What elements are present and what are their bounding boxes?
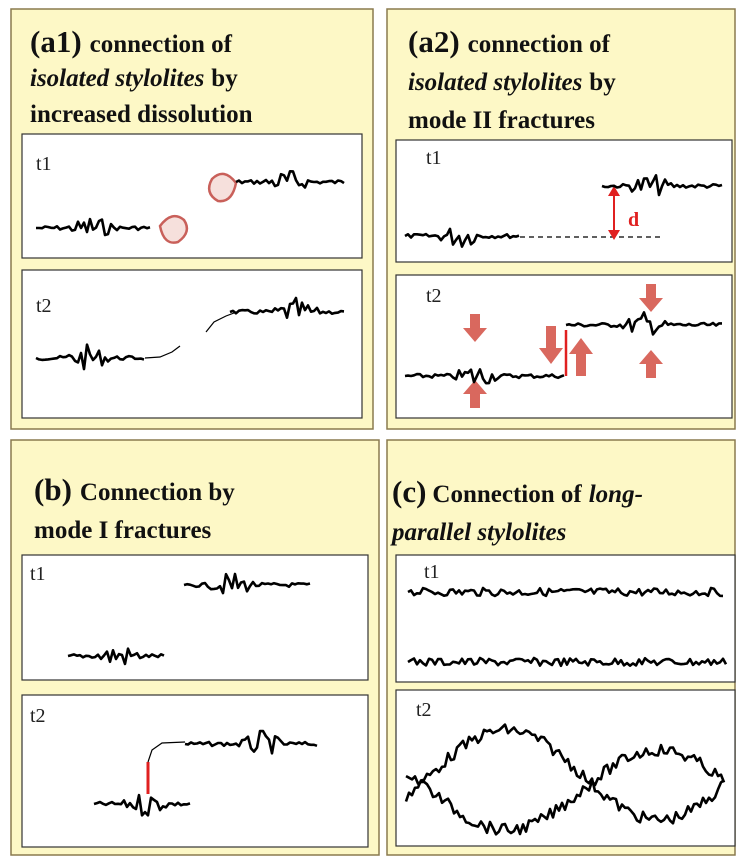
time-label: t2 [426,285,442,307]
title-text: Connection of [432,481,582,508]
time-label: t1 [30,563,46,585]
time-label: t1 [426,147,442,169]
title-text: isolated stylolites [408,69,582,96]
title-text: isolated stylolites [30,65,204,92]
label: (a1) [30,24,82,59]
time-label: t1 [424,561,440,583]
label: (a2) [408,24,460,59]
title-text: increased dissolution [30,101,253,128]
title-text: connection of [468,31,611,58]
title-text: long- [589,481,643,508]
label: (c) [392,474,426,509]
title-text: by [589,69,616,96]
dissolution-zone [160,216,187,243]
title-text: mode I fractures [34,517,212,544]
title-text: Connection by [80,479,235,506]
box-b-t2 [22,695,368,847]
time-label: t1 [36,153,52,175]
title-text: parallel stylolites [390,519,566,546]
title-text: mode II fractures [408,107,595,134]
diagram: (a1)connection of isolated stylolitesby … [0,0,736,856]
time-label: t2 [416,699,432,721]
box-c-t2 [396,690,735,846]
box-a2-t1 [396,140,732,262]
label: (b) [34,472,72,507]
box-a1-t1 [22,134,362,258]
box-a2-t2 [396,275,732,418]
time-label: t2 [36,295,52,317]
offset-label: d [628,209,639,231]
box-b-t1 [22,555,368,680]
title-text: by [211,65,238,92]
time-label: t2 [30,705,46,727]
title-text: connection of [90,31,233,58]
box-a1-t2 [22,270,362,418]
